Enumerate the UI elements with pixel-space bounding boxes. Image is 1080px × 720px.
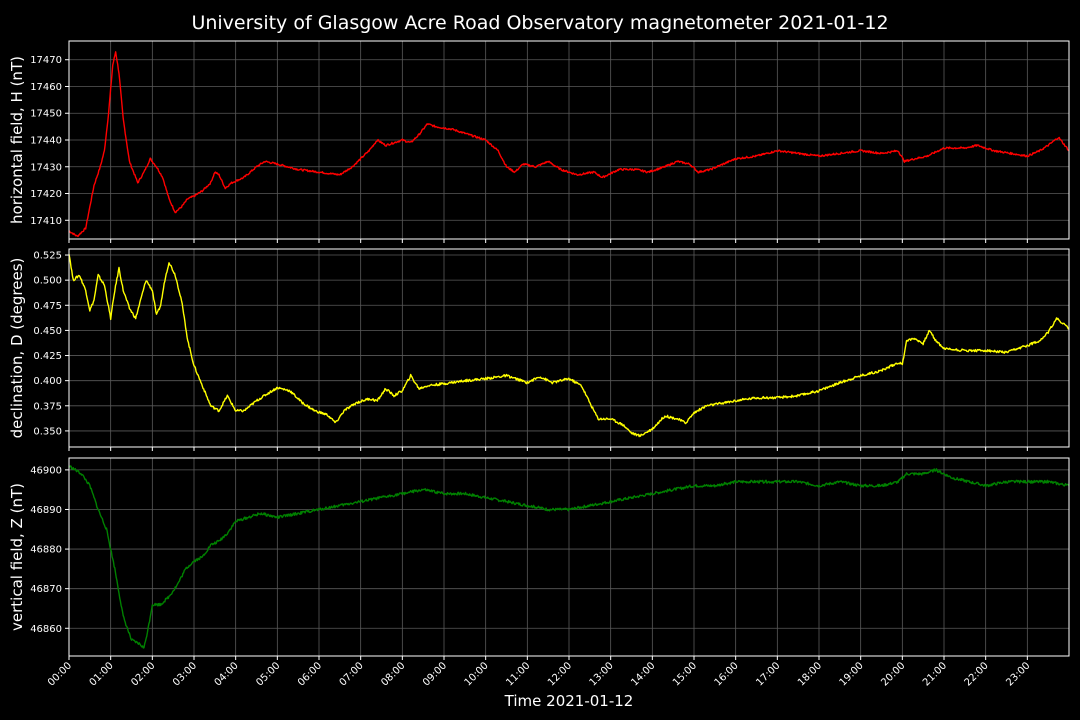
y-tick-label: 17430 [30, 162, 62, 173]
panel-frame [68, 40, 1070, 240]
y-axis-label: vertical field, Z (nT) [8, 483, 26, 631]
y-axis-label: declination, D (degrees) [8, 258, 26, 439]
y-tick-label: 0.350 [33, 426, 62, 437]
y-tick-label: 17420 [30, 189, 62, 200]
panel-2: 0.350 0.375 0.400 0.425 0.450 0.475 0.500 0.525… [8, 248, 1070, 451]
series-line-1 [68, 51, 1070, 238]
y-tick-label: 0.375 [33, 401, 62, 412]
y-tick-label: 0.450 [33, 326, 62, 337]
y-tick-label: 17460 [30, 82, 62, 93]
y-tick-label: 0.475 [33, 301, 62, 312]
x-axis-label: Time 2021-01-12 [504, 692, 634, 710]
y-tick-label: 0.425 [33, 351, 62, 362]
y-tick-label: 46890 [30, 505, 62, 516]
y-tick-label: 17450 [30, 109, 62, 120]
y-tick-label: 46860 [30, 624, 62, 635]
series-line-3 [68, 465, 1070, 649]
y-axis-label: horizontal field, H (nT) [8, 56, 26, 224]
y-tick-label: 46880 [30, 545, 62, 556]
series-line-2 [68, 254, 1070, 438]
panel-frame [68, 248, 1070, 448]
y-tick-label: 0.400 [33, 376, 62, 387]
panel-1: 17410 17420 17430 17440 17450 17460 17470 horiz… [8, 40, 1070, 243]
y-tick-label: 17470 [30, 55, 62, 66]
panel-frame [68, 457, 1070, 657]
y-tick-label: 17440 [30, 136, 62, 147]
y-tick-label: 46870 [30, 584, 62, 595]
y-tick-label: 46900 [30, 465, 62, 476]
y-tick-label: 17410 [30, 216, 62, 227]
chart-title: University of Glasgow Acre Road Observat… [191, 12, 888, 34]
y-tick-label: 0.500 [33, 276, 62, 287]
y-tick-label: 0.525 [33, 251, 62, 262]
